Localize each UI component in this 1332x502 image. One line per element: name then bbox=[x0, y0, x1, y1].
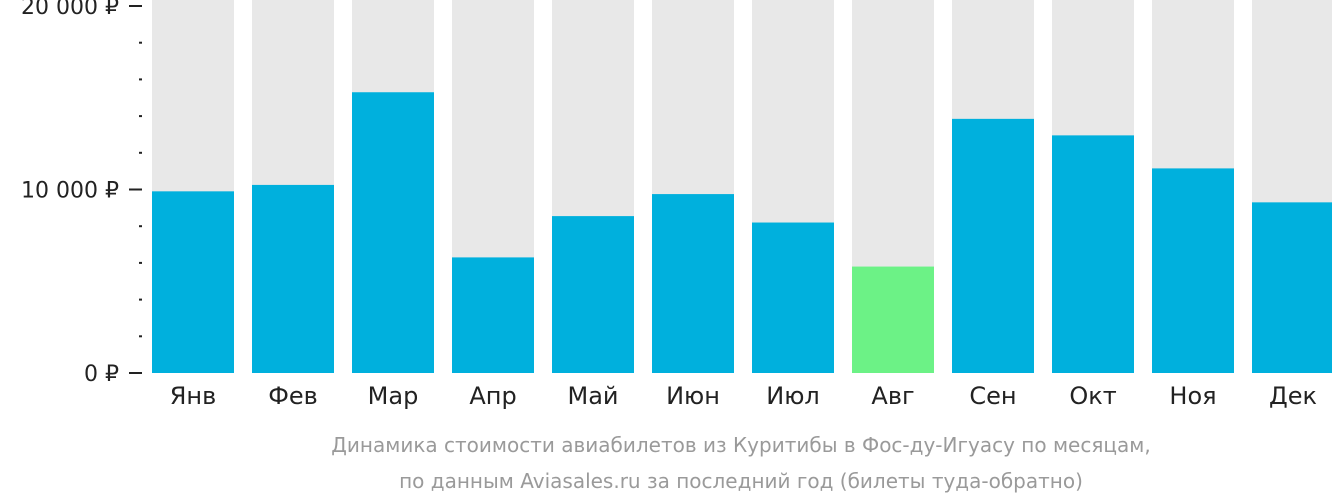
bar-7[interactable] bbox=[852, 266, 934, 373]
x-tick-label-10: Ноя bbox=[1169, 382, 1216, 410]
bar-6[interactable] bbox=[752, 222, 834, 373]
bar-10[interactable] bbox=[1152, 168, 1234, 373]
x-tick-label-9: Окт bbox=[1069, 382, 1116, 410]
x-tick-label-11: Дек bbox=[1269, 382, 1317, 410]
y-axis: 0 ₽ 10 000 ₽ 20 000 ₽ bbox=[21, 0, 142, 387]
x-tick-label-2: Мар bbox=[368, 382, 419, 410]
y-tick-label-2: 20 000 ₽ bbox=[21, 0, 119, 20]
caption-line-1: Динамика стоимости авиабилетов из Курити… bbox=[331, 433, 1150, 457]
x-tick-label-0: Янв bbox=[170, 382, 217, 410]
price-bars bbox=[152, 92, 1332, 374]
bar-5[interactable] bbox=[652, 194, 734, 373]
bar-8[interactable] bbox=[952, 118, 1034, 373]
x-tick-label-8: Сен bbox=[969, 382, 1016, 410]
bar-9[interactable] bbox=[1052, 135, 1134, 373]
bar-0[interactable] bbox=[152, 191, 234, 373]
x-tick-label-7: Авг bbox=[871, 382, 914, 410]
bar-11[interactable] bbox=[1252, 202, 1332, 373]
bar-2[interactable] bbox=[352, 92, 434, 374]
x-tick-label-6: Июл bbox=[766, 382, 820, 410]
bar-3[interactable] bbox=[452, 257, 534, 373]
chart-caption: Динамика стоимости авиабилетов из Курити… bbox=[331, 433, 1150, 493]
x-tick-label-1: Фев bbox=[268, 382, 318, 410]
bar-4[interactable] bbox=[552, 216, 634, 373]
bar-1[interactable] bbox=[252, 184, 334, 373]
x-tick-label-4: Май bbox=[567, 382, 618, 410]
x-tick-label-5: Июн bbox=[666, 382, 720, 410]
x-axis-labels: Янв Фев Мар Апр Май Июн Июл Авг Сен Окт Ноя Дек bbox=[170, 382, 1317, 410]
caption-line-2: по данным Aviasales.ru за последний год … bbox=[399, 469, 1083, 493]
y-tick-label-0: 0 ₽ bbox=[84, 362, 119, 387]
y-tick-label-1: 10 000 ₽ bbox=[21, 179, 119, 204]
x-tick-label-3: Апр bbox=[469, 382, 516, 410]
